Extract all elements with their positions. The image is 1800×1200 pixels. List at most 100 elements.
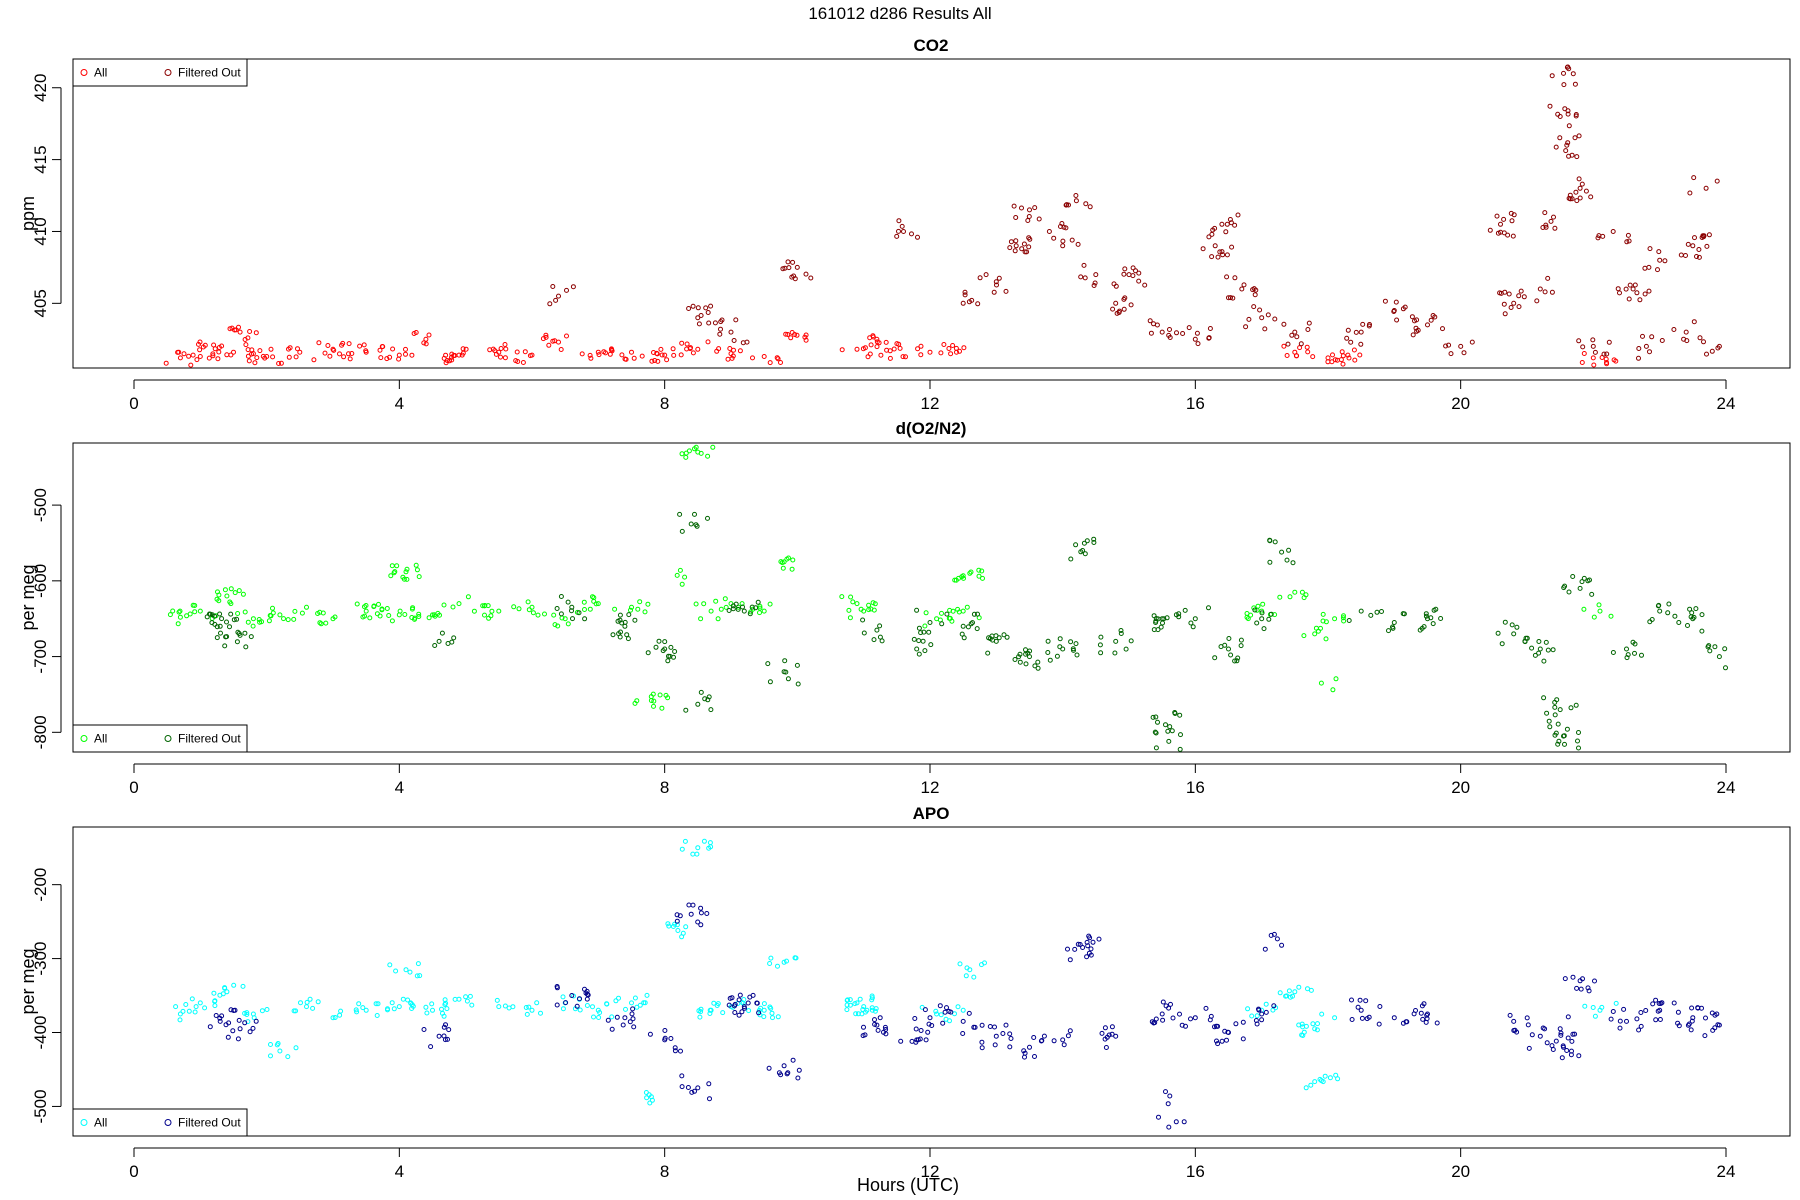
data-point	[1239, 286, 1245, 292]
data-point	[384, 606, 390, 611]
data-point	[672, 1045, 678, 1051]
data-point	[1238, 637, 1244, 643]
data-point	[1301, 595, 1307, 601]
data-point	[524, 1011, 530, 1017]
x-tick-label: 12	[921, 394, 940, 413]
data-point	[1251, 286, 1257, 292]
data-point	[212, 998, 218, 1004]
data-point	[971, 974, 977, 980]
data-point	[1561, 82, 1567, 88]
data-point	[503, 346, 509, 352]
data-point	[511, 604, 517, 610]
data-point	[727, 346, 733, 351]
data-point	[1411, 1011, 1417, 1017]
data-point	[595, 349, 601, 355]
data-point	[397, 608, 403, 614]
data-point	[298, 1000, 303, 1006]
data-point	[1634, 290, 1640, 296]
data-point	[1240, 1019, 1246, 1025]
data-point	[378, 355, 384, 361]
data-point	[1082, 551, 1088, 557]
data-point	[775, 963, 780, 969]
data-point	[407, 969, 413, 975]
data-point	[268, 1053, 273, 1059]
data-point	[1379, 609, 1384, 614]
data-point	[1543, 222, 1549, 228]
data-point	[558, 347, 564, 352]
data-point	[439, 1006, 444, 1012]
data-point	[207, 611, 213, 617]
data-point	[767, 601, 773, 607]
data-point	[644, 1095, 650, 1101]
data-point	[1568, 1052, 1574, 1058]
data-point	[1566, 589, 1572, 595]
data-point	[755, 599, 761, 605]
data-point	[451, 635, 457, 641]
data-point	[1224, 274, 1230, 280]
data-point	[1227, 217, 1233, 222]
data-point	[593, 601, 599, 607]
data-point	[664, 357, 670, 363]
data-point	[1646, 288, 1652, 294]
data-point	[441, 602, 447, 608]
data-point	[1568, 705, 1574, 711]
data-point	[1611, 357, 1617, 363]
data-point	[555, 623, 561, 629]
data-point	[1723, 665, 1728, 671]
data-point	[1287, 594, 1293, 600]
data-point	[430, 1007, 435, 1013]
data-point	[423, 1004, 429, 1010]
data-point	[1351, 347, 1357, 353]
data-point	[1022, 249, 1028, 255]
data-point	[1004, 634, 1010, 640]
data-point	[215, 356, 221, 362]
data-point	[927, 1015, 933, 1021]
data-point	[1019, 246, 1025, 252]
data-point	[1319, 1011, 1325, 1017]
data-point	[177, 608, 183, 614]
data-point	[1021, 241, 1027, 247]
x-tick-label: 12	[921, 1162, 940, 1181]
data-point	[1296, 984, 1302, 990]
data-point	[1098, 634, 1104, 640]
data-point	[1332, 1015, 1338, 1021]
data-point	[1357, 997, 1363, 1003]
data-point	[275, 1041, 281, 1046]
data-point	[456, 601, 462, 607]
series-all	[163, 324, 1619, 368]
data-point	[922, 1007, 928, 1013]
data-point	[564, 333, 569, 339]
data-point	[1060, 238, 1066, 244]
y-tick-label: -600	[31, 564, 50, 598]
data-point	[1188, 620, 1194, 626]
data-point	[1499, 641, 1505, 647]
data-point	[235, 629, 241, 635]
data-point	[1290, 993, 1295, 999]
data-point	[177, 355, 183, 361]
data-point	[1461, 350, 1467, 356]
data-point	[1109, 1024, 1115, 1030]
data-point	[1159, 1011, 1165, 1017]
data-point	[1576, 176, 1582, 182]
data-point	[731, 338, 737, 343]
data-point	[1217, 249, 1223, 255]
data-point	[1235, 212, 1241, 218]
data-point	[1208, 1013, 1214, 1019]
data-point	[1642, 291, 1648, 297]
data-point	[441, 1024, 447, 1030]
data-point	[1234, 658, 1240, 664]
data-point	[216, 345, 222, 350]
data-point	[1572, 81, 1578, 87]
data-point	[558, 611, 564, 617]
data-point	[588, 355, 594, 361]
data-point	[596, 352, 602, 358]
data-point	[189, 996, 195, 1002]
data-point	[1537, 286, 1543, 292]
data-point	[393, 968, 399, 974]
data-point	[1562, 741, 1567, 747]
data-point	[1067, 957, 1073, 963]
data-point	[1267, 559, 1273, 565]
data-point	[1516, 304, 1522, 310]
data-point	[1167, 1093, 1173, 1099]
data-point	[1621, 1006, 1627, 1012]
